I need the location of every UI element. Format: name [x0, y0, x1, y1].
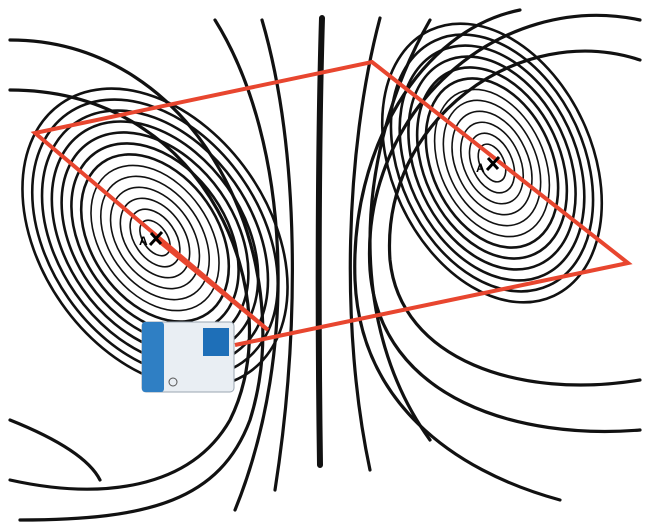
loop-wire [30, 59, 633, 347]
field-line [8, 38, 265, 522]
point-label: A [476, 161, 485, 175]
field-ring [79, 153, 231, 323]
field-ring [90, 164, 220, 312]
induction-loop [30, 59, 633, 347]
field-ring [139, 219, 171, 257]
field-ring [99, 175, 211, 301]
field-ring [459, 121, 525, 205]
center-line [315, 15, 325, 468]
field-line [348, 16, 382, 472]
field-line [367, 13, 642, 434]
field-line [213, 18, 280, 512]
field-line [353, 8, 562, 502]
markers: A A [139, 155, 501, 248]
field-ring [119, 197, 191, 279]
loop-amplifier [141, 321, 235, 393]
cross [485, 155, 501, 172]
point-label: A [139, 234, 148, 248]
field-ring [109, 186, 201, 290]
field-ring [468, 132, 516, 194]
field-ring [442, 99, 542, 227]
field-ring [433, 88, 551, 238]
field-ring [129, 208, 181, 268]
field-ring [30, 98, 280, 378]
field-ring [451, 110, 533, 216]
cross [148, 230, 164, 247]
device-button [168, 377, 178, 387]
field-ring [424, 77, 560, 249]
field-ring [477, 143, 507, 183]
field-line [260, 18, 294, 492]
device-side [142, 322, 164, 392]
hearing-icon [203, 328, 229, 356]
field-line [387, 49, 642, 387]
field-ring [389, 33, 595, 293]
loop-wire [153, 236, 270, 332]
field-ring [380, 22, 604, 304]
field-ring [407, 55, 577, 271]
field-line [8, 418, 102, 482]
field-line [8, 88, 252, 491]
field-ring [21, 87, 289, 389]
